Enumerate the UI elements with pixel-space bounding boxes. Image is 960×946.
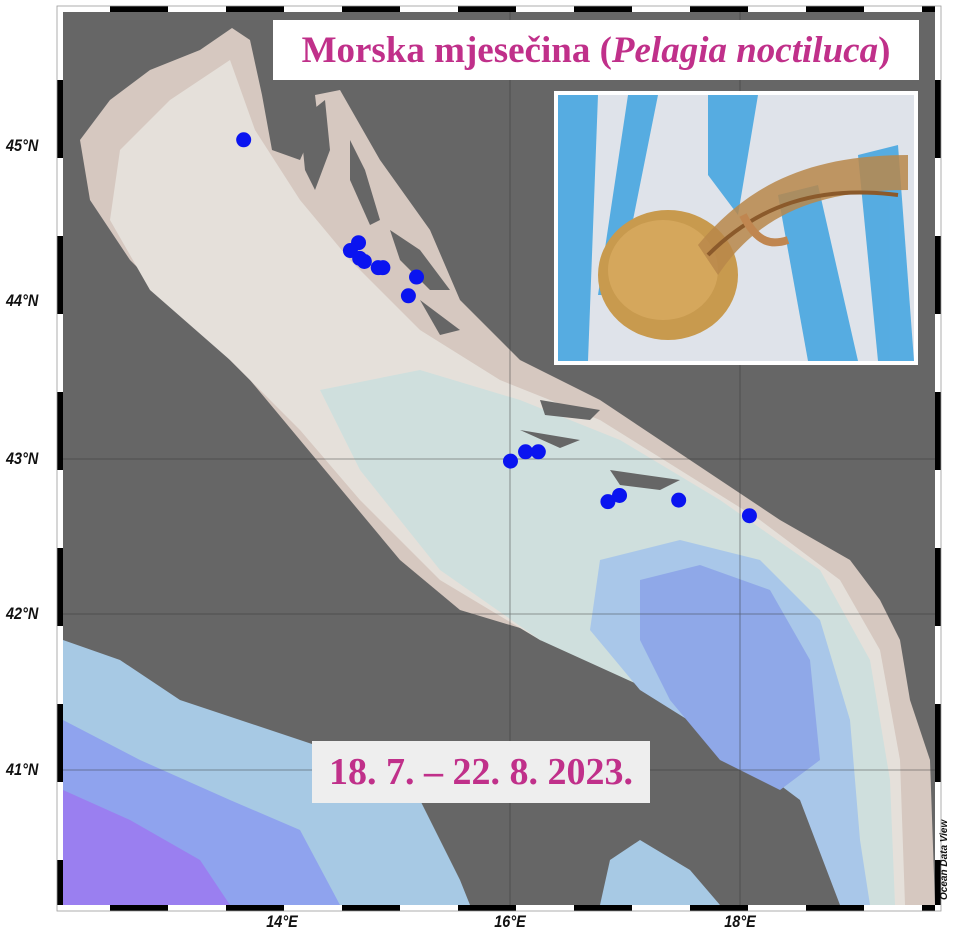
south-adriatic-deep: [640, 565, 820, 790]
observation-point: [356, 253, 372, 269]
frame-tick: [574, 905, 632, 911]
frame-tick: [935, 80, 941, 158]
observation-point: [400, 288, 416, 304]
lat-label-42: 42°N: [6, 604, 39, 623]
frame-tick: [690, 905, 748, 911]
ocean-data-view-watermark: Ocean Data View: [939, 819, 950, 900]
frame-tick: [806, 905, 864, 911]
frame-tick: [57, 236, 63, 314]
observation-point: [409, 269, 425, 285]
frame-tick: [458, 6, 516, 12]
observation-points: [236, 132, 757, 524]
frame-tick: [57, 80, 63, 158]
frame-tick: [226, 6, 284, 12]
observation-point: [600, 494, 616, 510]
frame-tick: [574, 6, 632, 12]
jellyfish-photo: [554, 91, 918, 365]
frame-tick: [57, 704, 63, 782]
frame-tick: [110, 905, 168, 911]
date-range-text: 18. 7. – 22. 8. 2023.: [329, 751, 633, 793]
date-range-box: 18. 7. – 22. 8. 2023.: [312, 741, 650, 803]
observation-point: [375, 260, 391, 276]
frame-tick: [57, 548, 63, 626]
title-text: Morska mjesečina (: [301, 29, 612, 71]
observation-point: [741, 508, 757, 524]
frame-tick: [110, 6, 168, 12]
observation-point: [612, 487, 628, 503]
observation-point: [518, 444, 534, 460]
observation-point: [530, 444, 546, 460]
frame-tick: [57, 392, 63, 470]
frame-tick: [935, 392, 941, 470]
gulf-of-taranto: [600, 840, 720, 905]
frame-outline: [56, 5, 942, 912]
frame-tick: [690, 6, 748, 12]
frame-tick: [342, 6, 400, 12]
lon-label-16: 16°E: [494, 912, 526, 931]
frame-tick: [935, 548, 941, 626]
observation-point: [671, 492, 687, 508]
observation-point: [502, 453, 518, 469]
lat-label-41: 41°N: [6, 760, 39, 779]
species-name: Pelagia noctiluca: [611, 29, 879, 71]
frame-tick: [935, 860, 941, 905]
frame-tick: [922, 905, 935, 911]
frame-tick: [935, 236, 941, 314]
frame-tick: [342, 905, 400, 911]
lon-label-14: 14°E: [266, 912, 298, 931]
observation-point: [236, 132, 252, 148]
title-close: ): [878, 29, 891, 71]
lat-label-43: 43°N: [6, 449, 39, 468]
frame-tick: [458, 905, 516, 911]
frame-tick: [226, 905, 284, 911]
frame-tick: [806, 6, 864, 12]
lat-label-45: 45°N: [6, 136, 39, 155]
croatian-islands: [300, 100, 680, 490]
title-box: Morska mjesečina (Pelagia noctiluca): [273, 20, 919, 80]
frame-tick: [935, 704, 941, 782]
lon-label-18: 18°E: [724, 912, 756, 931]
frame-tick: [57, 860, 63, 905]
frame-tick: [922, 6, 935, 12]
tyrrhenian-deepest: [63, 790, 230, 905]
lat-label-44: 44°N: [6, 291, 39, 310]
map-frame: [56, 5, 942, 912]
